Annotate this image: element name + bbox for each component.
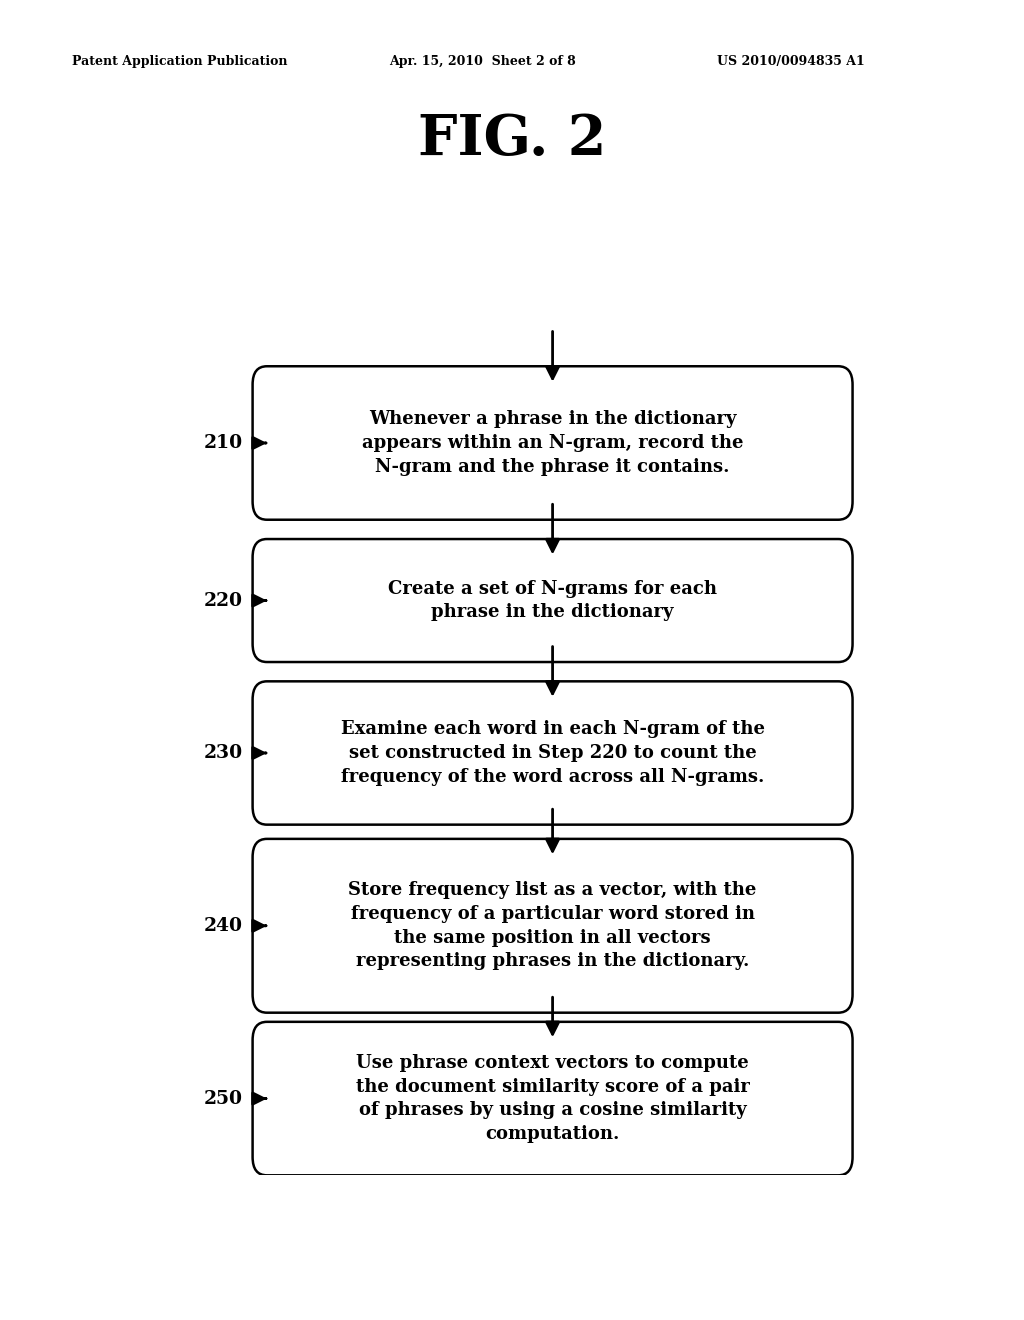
Text: 240: 240	[204, 917, 243, 935]
Text: Examine each word in each N-gram of the
set constructed in Step 220 to count the: Examine each word in each N-gram of the …	[341, 721, 765, 785]
Text: Use phrase context vectors to compute
the document similarity score of a pair
of: Use phrase context vectors to compute th…	[355, 1055, 750, 1143]
Text: US 2010/0094835 A1: US 2010/0094835 A1	[717, 55, 864, 69]
Text: FIG. 2: FIG. 2	[418, 112, 606, 168]
FancyBboxPatch shape	[253, 366, 853, 520]
FancyBboxPatch shape	[253, 539, 853, 663]
Text: Store frequency list as a vector, with the
frequency of a particular word stored: Store frequency list as a vector, with t…	[348, 882, 757, 970]
Text: 230: 230	[204, 744, 243, 762]
FancyBboxPatch shape	[253, 681, 853, 825]
Text: 210: 210	[204, 434, 243, 451]
FancyBboxPatch shape	[253, 1022, 853, 1175]
FancyBboxPatch shape	[253, 840, 853, 1012]
Text: Whenever a phrase in the dictionary
appears within an N-gram, record the
N-gram : Whenever a phrase in the dictionary appe…	[361, 411, 743, 475]
Text: 250: 250	[204, 1089, 243, 1107]
Text: Patent Application Publication: Patent Application Publication	[72, 55, 287, 69]
Text: Apr. 15, 2010  Sheet 2 of 8: Apr. 15, 2010 Sheet 2 of 8	[389, 55, 575, 69]
Text: Create a set of N-grams for each
phrase in the dictionary: Create a set of N-grams for each phrase …	[388, 579, 717, 622]
Text: 220: 220	[204, 591, 243, 610]
